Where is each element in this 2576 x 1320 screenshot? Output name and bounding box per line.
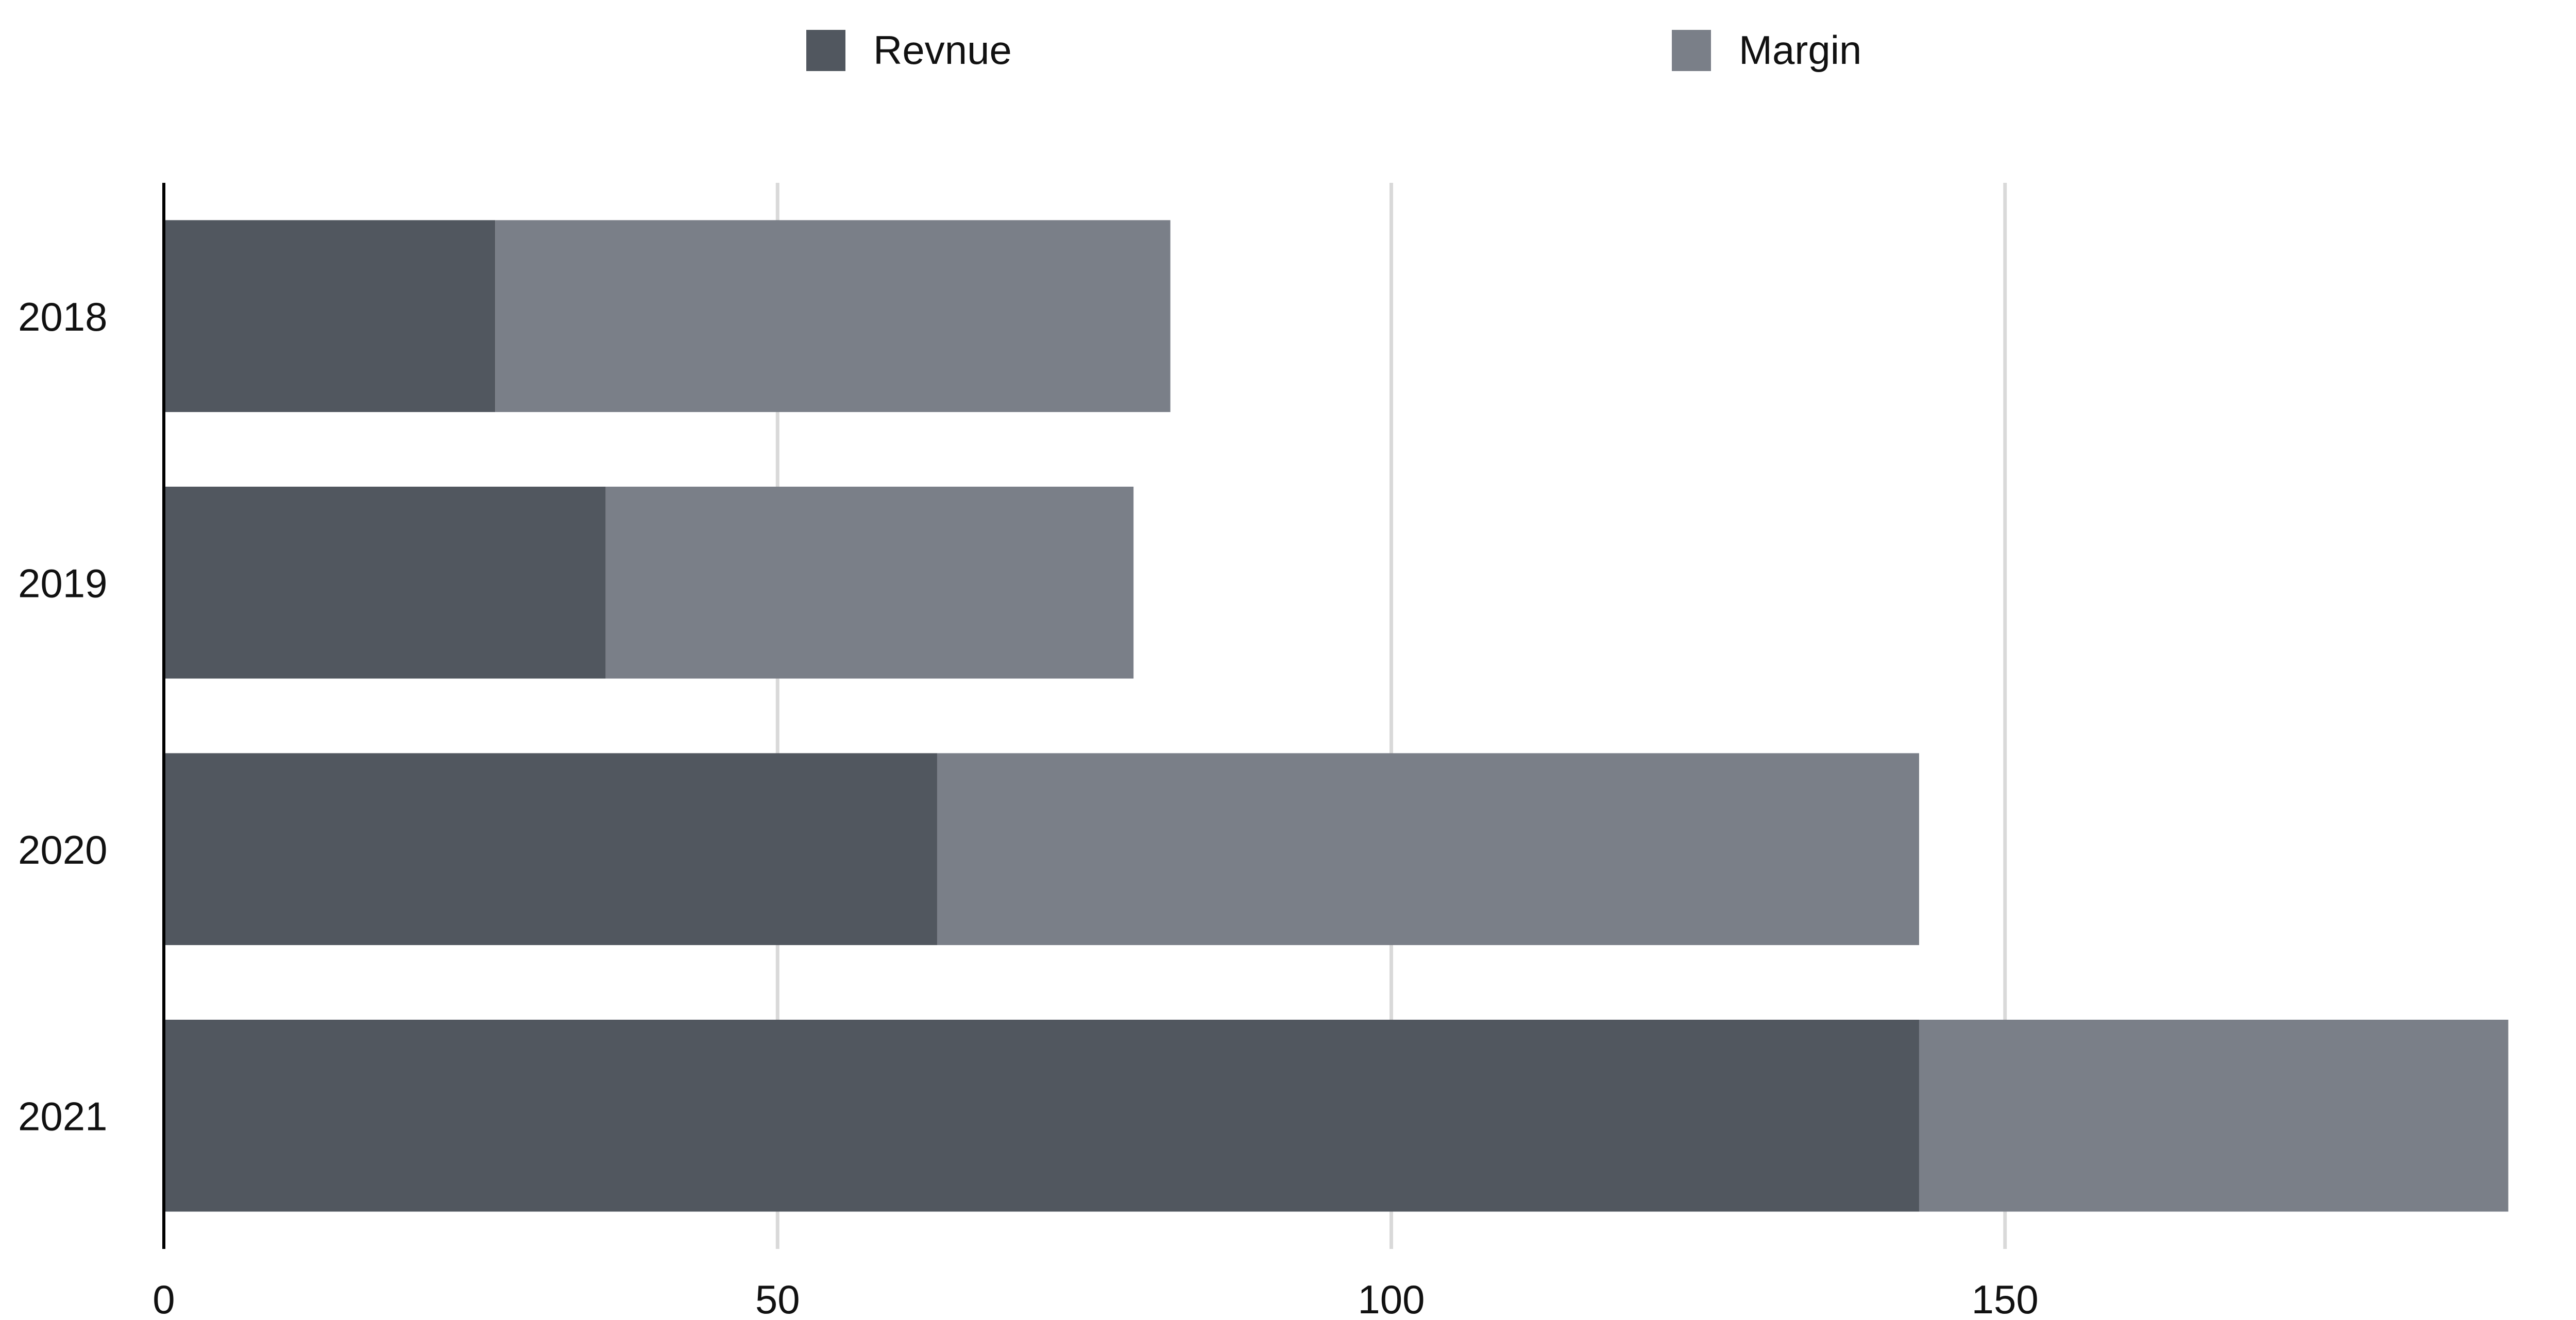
legend-swatch-revnue [806, 30, 845, 71]
x-tick-label: 50 [755, 1277, 800, 1320]
y-category-label: 2020 [18, 827, 108, 872]
legend: Revnue Margin [806, 27, 1861, 73]
bar-revnue-2021 [164, 1019, 1919, 1212]
x-tick-label: 100 [1358, 1277, 1425, 1320]
bar-revnue-2019 [164, 486, 606, 679]
bar-margin-2021 [1919, 1019, 2509, 1212]
y-category-label: 2019 [18, 560, 108, 606]
x-tick-label: 0 [152, 1277, 175, 1320]
bars [164, 220, 2509, 1212]
legend-label-revnue: Revnue [873, 27, 1012, 73]
y-category-label: 2021 [18, 1093, 108, 1139]
legend-label-margin: Margin [1739, 27, 1861, 73]
bar-margin-2019 [605, 486, 1134, 679]
bar-revnue-2018 [164, 220, 496, 413]
x-tick-label: 150 [1972, 1277, 2039, 1320]
bar-margin-2020 [937, 753, 1919, 946]
bar-margin-2018 [495, 220, 1171, 413]
legend-swatch-margin [1672, 30, 1711, 71]
bar-revnue-2020 [164, 753, 937, 946]
y-category-label: 2018 [18, 294, 108, 339]
x-axis-ticks: 050100150200 [152, 1277, 2039, 1320]
y-axis-labels: 2018 2019 2020 2021 [18, 294, 108, 1139]
